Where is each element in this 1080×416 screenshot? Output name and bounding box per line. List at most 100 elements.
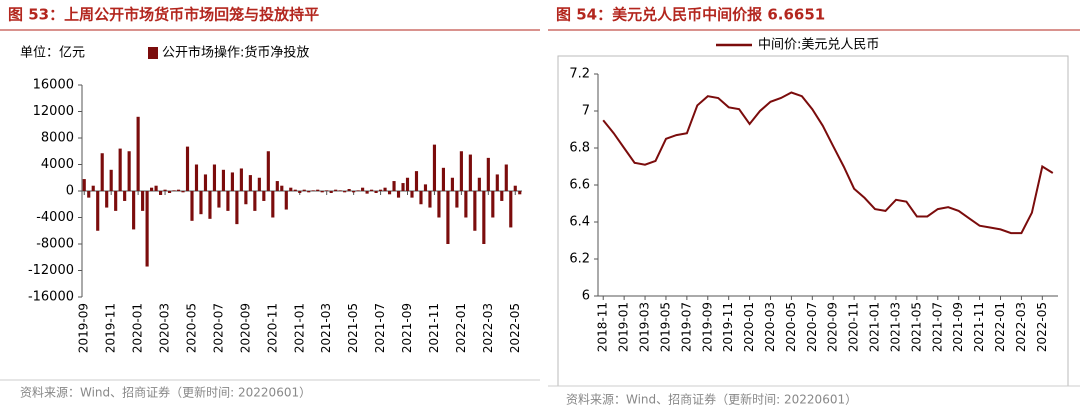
legend-label: 公开市场操作:货币净投放 xyxy=(162,45,309,61)
bar xyxy=(500,191,504,201)
bar xyxy=(163,189,167,191)
legend-swatch xyxy=(148,47,158,59)
bar xyxy=(383,187,387,191)
bar xyxy=(226,191,230,211)
source-note: 资料来源：Wind、招商证券（更新时间: 20220601） xyxy=(20,385,311,400)
bar xyxy=(100,153,104,191)
bar xyxy=(280,185,284,191)
y-tick-label: 6.2 xyxy=(569,252,590,267)
x-tick-label: 2022-03 xyxy=(1014,302,1028,352)
bar xyxy=(343,191,347,193)
x-tick-label: 2020-11 xyxy=(265,303,279,353)
x-tick-label: 2019-07 xyxy=(679,302,693,352)
x-tick-label: 2020-03 xyxy=(763,302,777,352)
bar xyxy=(486,157,490,191)
x-tick-label: 2020-09 xyxy=(826,302,840,352)
bar xyxy=(410,191,414,198)
x-tick-label: 2020-01 xyxy=(742,302,756,352)
bar xyxy=(509,191,513,228)
x-tick-label: 2020-05 xyxy=(185,303,199,353)
bar xyxy=(334,189,338,191)
x-tick-label: 2022-05 xyxy=(1035,302,1049,352)
bar xyxy=(320,191,324,193)
bar xyxy=(82,179,86,191)
x-tick-label: 2020-03 xyxy=(158,303,172,353)
y-tick-label: 16000 xyxy=(33,78,74,93)
bar xyxy=(105,191,109,208)
bar xyxy=(132,191,136,230)
bar xyxy=(154,185,158,191)
bar xyxy=(482,191,486,244)
bar xyxy=(248,175,252,191)
bar xyxy=(230,172,234,191)
bar xyxy=(513,185,517,191)
chart-title: 图 53：上周公开市场货币市场回笼与投放持平 xyxy=(8,6,319,24)
legend-label: 中间价:美元兑人民币 xyxy=(758,38,879,53)
bar xyxy=(114,191,118,211)
y-tick-label: 6 xyxy=(582,289,590,304)
y-tick-label: -8000 xyxy=(36,237,74,252)
bar xyxy=(136,116,140,191)
bar xyxy=(275,181,279,191)
y-tick-label: 6.8 xyxy=(569,141,590,156)
bar xyxy=(262,191,266,201)
x-tick-label: 2022-03 xyxy=(481,303,495,353)
y-tick-label: -4000 xyxy=(36,210,74,225)
x-tick-label: 2019-09 xyxy=(700,302,714,352)
bar xyxy=(419,191,423,205)
bar xyxy=(284,191,288,210)
bar xyxy=(423,184,428,191)
bar xyxy=(464,191,468,218)
bar xyxy=(455,191,459,208)
x-tick-label: 2021-11 xyxy=(427,303,441,353)
x-tick-label: 2021-09 xyxy=(400,303,414,353)
x-tick-label: 2020-07 xyxy=(211,303,225,353)
x-tick-label: 2019-11 xyxy=(104,303,118,353)
source-note: 资料来源：Wind、招商证券（更新时间: 20220601） xyxy=(566,392,857,407)
bar xyxy=(387,191,392,195)
y-tick-label: 6.4 xyxy=(569,215,590,230)
x-tick-label: 2021-01 xyxy=(292,303,306,353)
bar xyxy=(491,191,495,218)
bar xyxy=(311,190,315,191)
bar xyxy=(352,191,356,193)
bar xyxy=(414,171,419,191)
y-tick-label: 6.6 xyxy=(569,178,590,193)
bar xyxy=(87,191,91,198)
bar xyxy=(302,189,306,191)
bar xyxy=(194,164,199,191)
bar xyxy=(329,191,333,193)
y-tick-label: 12000 xyxy=(33,104,74,119)
x-tick-label: 2021-03 xyxy=(319,303,333,353)
x-tick-label: 2021-05 xyxy=(346,303,360,353)
bar xyxy=(307,191,311,193)
bar xyxy=(361,187,365,191)
bar xyxy=(190,191,194,221)
y-tick-label: 8000 xyxy=(41,131,74,146)
bar xyxy=(244,191,248,205)
x-tick-label: 2021-01 xyxy=(868,302,882,352)
bar xyxy=(257,177,261,191)
bar xyxy=(473,191,477,231)
x-tick-label: 2021-09 xyxy=(951,302,965,352)
bar xyxy=(370,189,374,191)
y-tick-label: 7.2 xyxy=(569,67,590,82)
bar xyxy=(298,191,302,193)
y-tick-label: 4000 xyxy=(41,157,74,172)
bar xyxy=(217,191,221,208)
bar xyxy=(347,189,351,191)
bar xyxy=(396,191,401,198)
bar xyxy=(176,189,181,191)
y-tick-label: 7 xyxy=(582,104,590,119)
bar xyxy=(504,164,508,191)
x-tick-label: 2019-05 xyxy=(658,302,672,352)
bar xyxy=(145,191,149,267)
x-tick-label: 2021-05 xyxy=(909,302,923,352)
bar xyxy=(235,191,239,225)
x-tick-label: 2020-01 xyxy=(131,303,145,353)
bar xyxy=(123,191,127,201)
bar xyxy=(239,168,243,191)
x-tick-label: 2020-07 xyxy=(805,302,819,352)
bar xyxy=(405,177,410,191)
